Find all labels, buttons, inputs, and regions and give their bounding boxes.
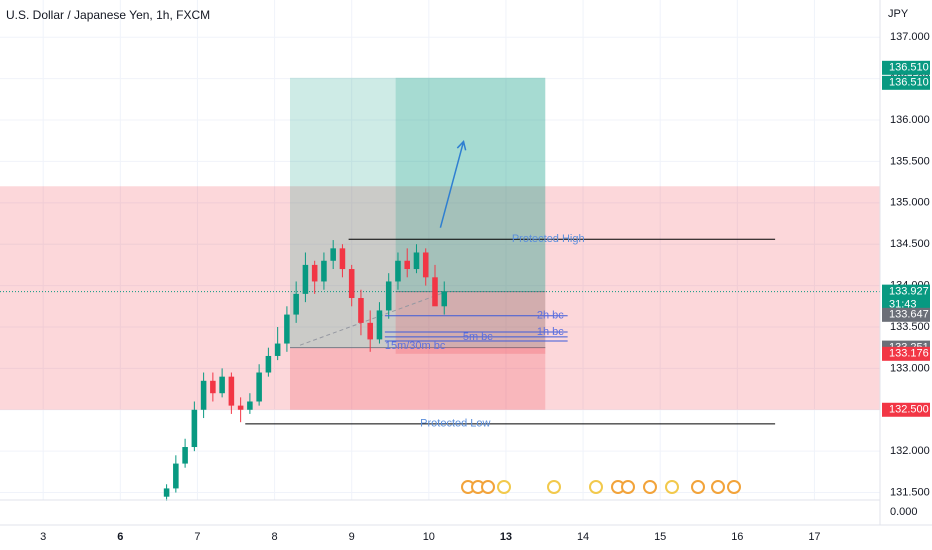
price-label-bg — [882, 307, 930, 322]
candle-body — [422, 252, 429, 278]
countdown: 31:43 — [889, 299, 917, 311]
price-label-bg — [882, 75, 930, 90]
y-tick-label: 136.000 — [890, 114, 930, 126]
y-tick-label: 133.500 — [890, 321, 930, 333]
y-tick-label: 137.000 — [890, 31, 930, 43]
level-label: Protected High — [512, 233, 585, 245]
x-tick-label: 16 — [731, 531, 743, 543]
candle-body — [228, 376, 235, 406]
candle-body — [293, 293, 299, 315]
price-label-bg — [882, 346, 930, 361]
zone — [0, 186, 880, 410]
candle-body — [367, 322, 373, 340]
candle-body — [237, 405, 244, 410]
candle-body — [200, 380, 207, 410]
level-label: Protected Low — [420, 418, 490, 430]
candle-body — [311, 264, 318, 282]
y-tick-label: 131.500 — [890, 486, 930, 498]
price-label: 132.500 — [889, 404, 929, 416]
candle-body — [265, 355, 272, 373]
arrow-head — [456, 140, 467, 151]
target-box — [289, 77, 546, 348]
candle-body — [210, 380, 216, 394]
x-tick-label: 9 — [349, 531, 355, 543]
candle-body — [385, 281, 392, 311]
candle-body — [219, 376, 225, 394]
x-tick-label: 10 — [423, 531, 435, 543]
y-tick-label: 133.000 — [890, 362, 930, 374]
candle-body — [395, 260, 401, 282]
y-tick-label: 135.500 — [890, 155, 930, 167]
price-label-bg — [882, 60, 930, 75]
candle-body — [339, 248, 346, 270]
y-tick-label: 132.000 — [890, 445, 930, 457]
x-tick-label: 6 — [117, 531, 123, 543]
candle-body — [163, 488, 170, 497]
stop-box — [289, 347, 546, 410]
price-label: 136.510 — [889, 77, 929, 89]
candle-body — [247, 401, 253, 410]
x-tick-label: 17 — [808, 531, 820, 543]
level-label: 15m/30m bc — [385, 340, 446, 352]
target-box — [395, 77, 546, 292]
level-label: 2h bc — [537, 310, 564, 322]
candle-body — [302, 264, 309, 294]
candle-body — [182, 447, 188, 464]
level-label: 1h bc — [537, 326, 564, 338]
currency-label: JPY — [888, 8, 909, 20]
arrow-shaft — [439, 141, 465, 228]
candle-body — [274, 343, 281, 356]
candle-body — [284, 314, 290, 344]
candle-body — [348, 269, 355, 299]
price-label: 133.927 — [889, 286, 929, 298]
stop-box — [395, 291, 546, 354]
candle-body — [413, 252, 420, 270]
y-tick-label: 134.500 — [890, 238, 930, 250]
x-tick-label: 15 — [654, 531, 666, 543]
y-tick-label: 135.000 — [890, 197, 930, 209]
plot: Protected High Protected Low 2h bc 1h bc 5m … — [0, 0, 880, 501]
chart-title: U.S. Dollar / Japanese Yen, 1h, FXCM — [6, 8, 210, 22]
candle-body — [191, 409, 198, 448]
candle-body — [256, 372, 262, 402]
candle-body — [173, 463, 179, 489]
x-tick-label: 7 — [194, 531, 200, 543]
candle-body — [441, 291, 448, 307]
level-label: 5m bc — [463, 331, 493, 343]
price-label: 133.647 — [889, 309, 929, 321]
candle-body — [432, 277, 438, 307]
price-label-bg — [882, 402, 930, 417]
candle-body — [358, 298, 364, 323]
x-tick-label: 3 — [40, 531, 46, 543]
price-label: 133.176 — [889, 348, 929, 360]
candle-body — [404, 260, 410, 270]
event-icons — [461, 480, 741, 494]
volume-axis-label: 0.000 — [890, 506, 918, 518]
x-tick-label: 14 — [577, 531, 589, 543]
price-label: 136.510 — [889, 62, 929, 74]
candle-body — [321, 260, 327, 282]
x-tick-label: 8 — [272, 531, 278, 543]
candle-body — [376, 310, 383, 340]
trendline — [299, 290, 448, 346]
candle-body — [330, 248, 336, 261]
x-tick-label: 13 — [500, 531, 512, 543]
